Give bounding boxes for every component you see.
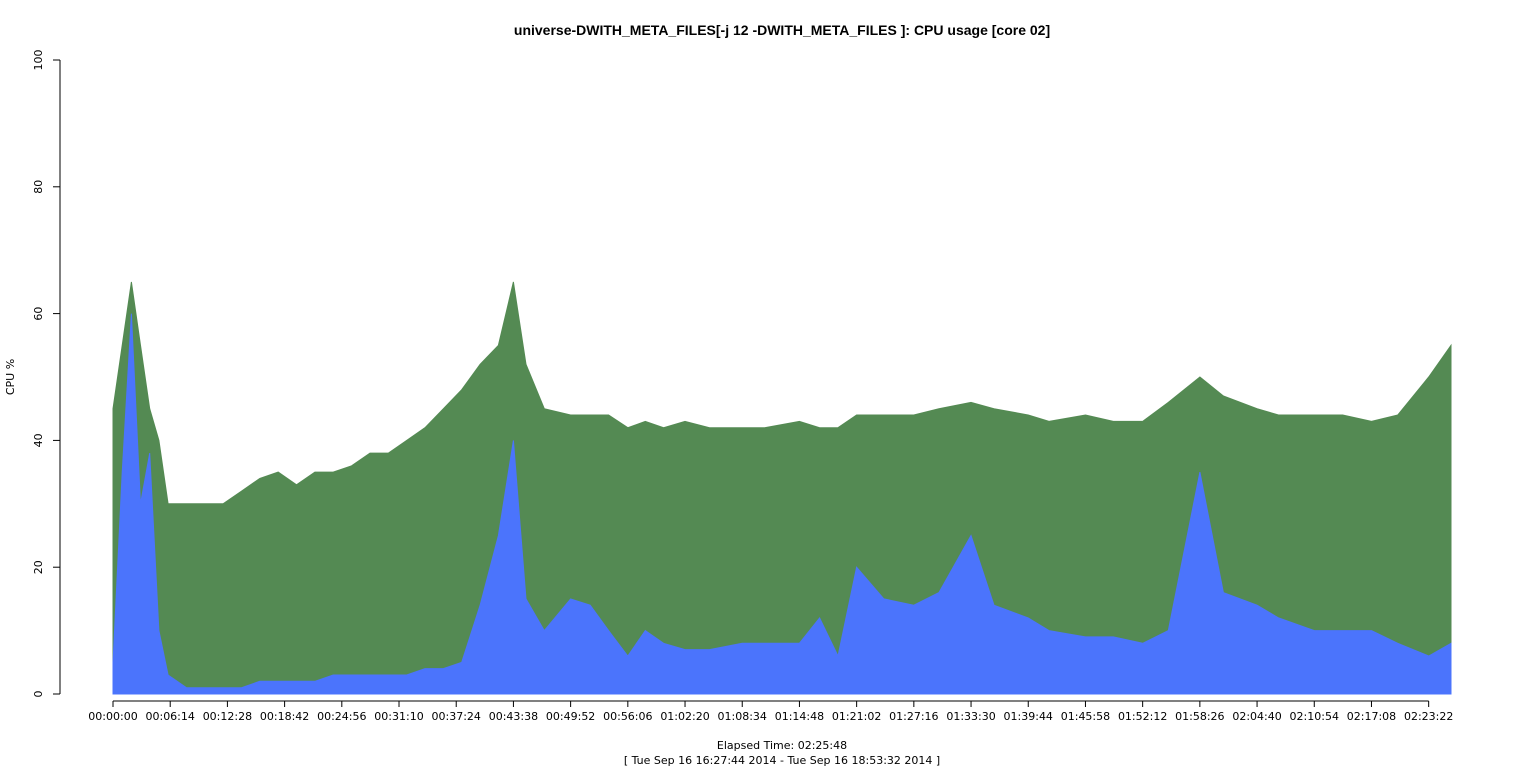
x-tick-label: 00:06:14	[145, 710, 194, 723]
x-tick-label: 01:45:58	[1061, 710, 1110, 723]
x-tick-label: 00:56:06	[603, 710, 652, 723]
x-tick-label: 00:18:42	[260, 710, 309, 723]
x-tick-label: 01:02:20	[660, 710, 709, 723]
y-tick-label: 80	[32, 180, 45, 194]
y-axis-label: CPU %	[4, 359, 17, 395]
y-tick-label: 100	[32, 50, 45, 71]
series-layer	[112, 281, 1452, 695]
x-tick-label: 02:17:08	[1347, 710, 1396, 723]
x-tick-label: 01:58:26	[1175, 710, 1224, 723]
x-tick-label: 00:24:56	[317, 710, 366, 723]
x-axis-label-range: [ Tue Sep 16 16:27:44 2014 - Tue Sep 16 …	[624, 754, 940, 767]
x-tick-label: 01:14:48	[775, 710, 824, 723]
series-area-2	[112, 313, 1452, 695]
x-tick-label: 00:49:52	[546, 710, 595, 723]
x-tick-label: 01:39:44	[1004, 710, 1053, 723]
x-axis-label: Elapsed Time: 02:25:48	[717, 739, 847, 752]
y-tick-label: 60	[32, 307, 45, 321]
x-tick-label: 01:21:02	[832, 710, 881, 723]
x-axis: 00:00:00 00:06:14 00:12:28 00:18:42 00:24:56…	[88, 700, 1453, 723]
y-tick-label: 20	[32, 560, 45, 574]
x-tick-label: 02:23:22	[1404, 710, 1453, 723]
x-tick-label: 00:37:24	[432, 710, 481, 723]
x-tick-label: 02:10:54	[1290, 710, 1339, 723]
x-tick-label: 01:08:34	[718, 710, 767, 723]
x-tick-label: 01:33:30	[946, 710, 995, 723]
y-tick-label: 0	[32, 691, 45, 698]
y-tick-label: 40	[32, 433, 45, 447]
x-tick-label: 00:31:10	[374, 710, 423, 723]
x-tick-label: 00:43:38	[489, 710, 538, 723]
series-area-1	[112, 281, 1452, 695]
x-tick-label: 02:04:40	[1232, 710, 1281, 723]
y-axis: 0 20 40 60 80 100	[32, 50, 61, 698]
chart-title: universe-DWITH_META_FILES[-j 12 -DWITH_M…	[514, 22, 1050, 38]
x-tick-label: 01:52:12	[1118, 710, 1167, 723]
x-tick-label: 00:00:00	[88, 710, 137, 723]
x-tick-label: 00:12:28	[203, 710, 252, 723]
x-tick-label: 01:27:16	[889, 710, 938, 723]
